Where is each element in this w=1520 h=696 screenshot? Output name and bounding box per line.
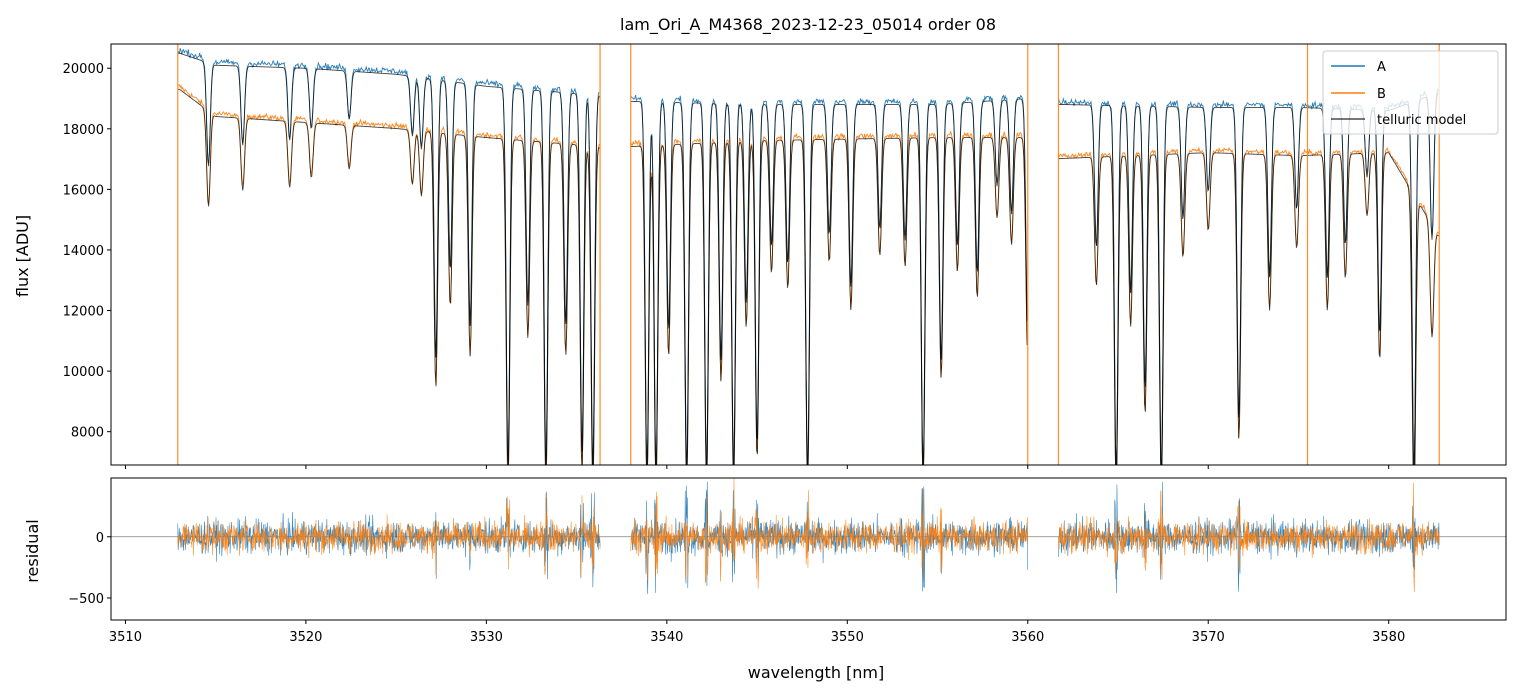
bottom-plot-area <box>111 478 1506 595</box>
x-tick-label-0: 3510 <box>109 630 142 645</box>
telluric-model-b-line-seg2 <box>1058 152 1439 465</box>
legend-label-b: B <box>1377 87 1386 102</box>
residual-b-line-seg0 <box>177 493 601 577</box>
telluric-model-b-line-seg0 <box>177 88 600 465</box>
telluric-model-b-line-seg1 <box>630 137 1028 465</box>
x-tick-label-5: 3560 <box>1011 630 1044 645</box>
top-y-tick-label-2: 12000 <box>63 305 104 320</box>
axes-layer: 8000 10000 12000 14000 16000 18000 20000 −500 0 3… <box>63 43 1507 645</box>
x-tick-label-4: 3550 <box>831 630 864 645</box>
bottom-axes-frame <box>110 477 1507 621</box>
legend-label-model: telluric model <box>1377 113 1466 128</box>
residual-a-line-seg2 <box>1058 482 1440 594</box>
legend: A B telluric model <box>1322 50 1499 135</box>
x-tick-label-2: 3530 <box>470 630 503 645</box>
top-y-tick-label-0: 8000 <box>71 426 104 441</box>
chart-title: lam_Ori_A_M4368_2023-12-23_05014 order 0… <box>620 15 996 35</box>
legend-box <box>1322 50 1499 135</box>
top-y-axis-label: flux [ADU] <box>13 215 32 297</box>
x-axis-label: wavelength [nm] <box>748 663 885 682</box>
x-tick-label-6: 3570 <box>1192 630 1225 645</box>
top-y-tick-label-4: 16000 <box>63 183 104 198</box>
bottom-y-tick-label-0: −500 <box>68 592 104 607</box>
x-tick-label-3: 3540 <box>650 630 683 645</box>
top-y-tick-label-3: 14000 <box>63 244 104 259</box>
telluric-model-a-line-seg0 <box>177 52 600 465</box>
top-axes-frame <box>110 43 1507 466</box>
residual-b-line-seg2 <box>1058 483 1440 592</box>
residual-b-line-seg1 <box>630 478 1029 589</box>
bottom-y-axis-label: residual <box>23 519 42 582</box>
x-tick-label-7: 3580 <box>1372 630 1405 645</box>
top-y-tick-label-5: 18000 <box>63 123 104 138</box>
top-y-tick-label-6: 20000 <box>63 62 104 77</box>
legend-label-a: A <box>1377 60 1386 75</box>
top-y-tick-label-1: 10000 <box>63 365 104 380</box>
x-tick-label-1: 3520 <box>289 630 322 645</box>
bottom-y-tick-label-1: 0 <box>96 531 104 546</box>
telluric-model-a-line-seg1 <box>630 98 1028 465</box>
top-plot-area <box>177 44 1440 465</box>
